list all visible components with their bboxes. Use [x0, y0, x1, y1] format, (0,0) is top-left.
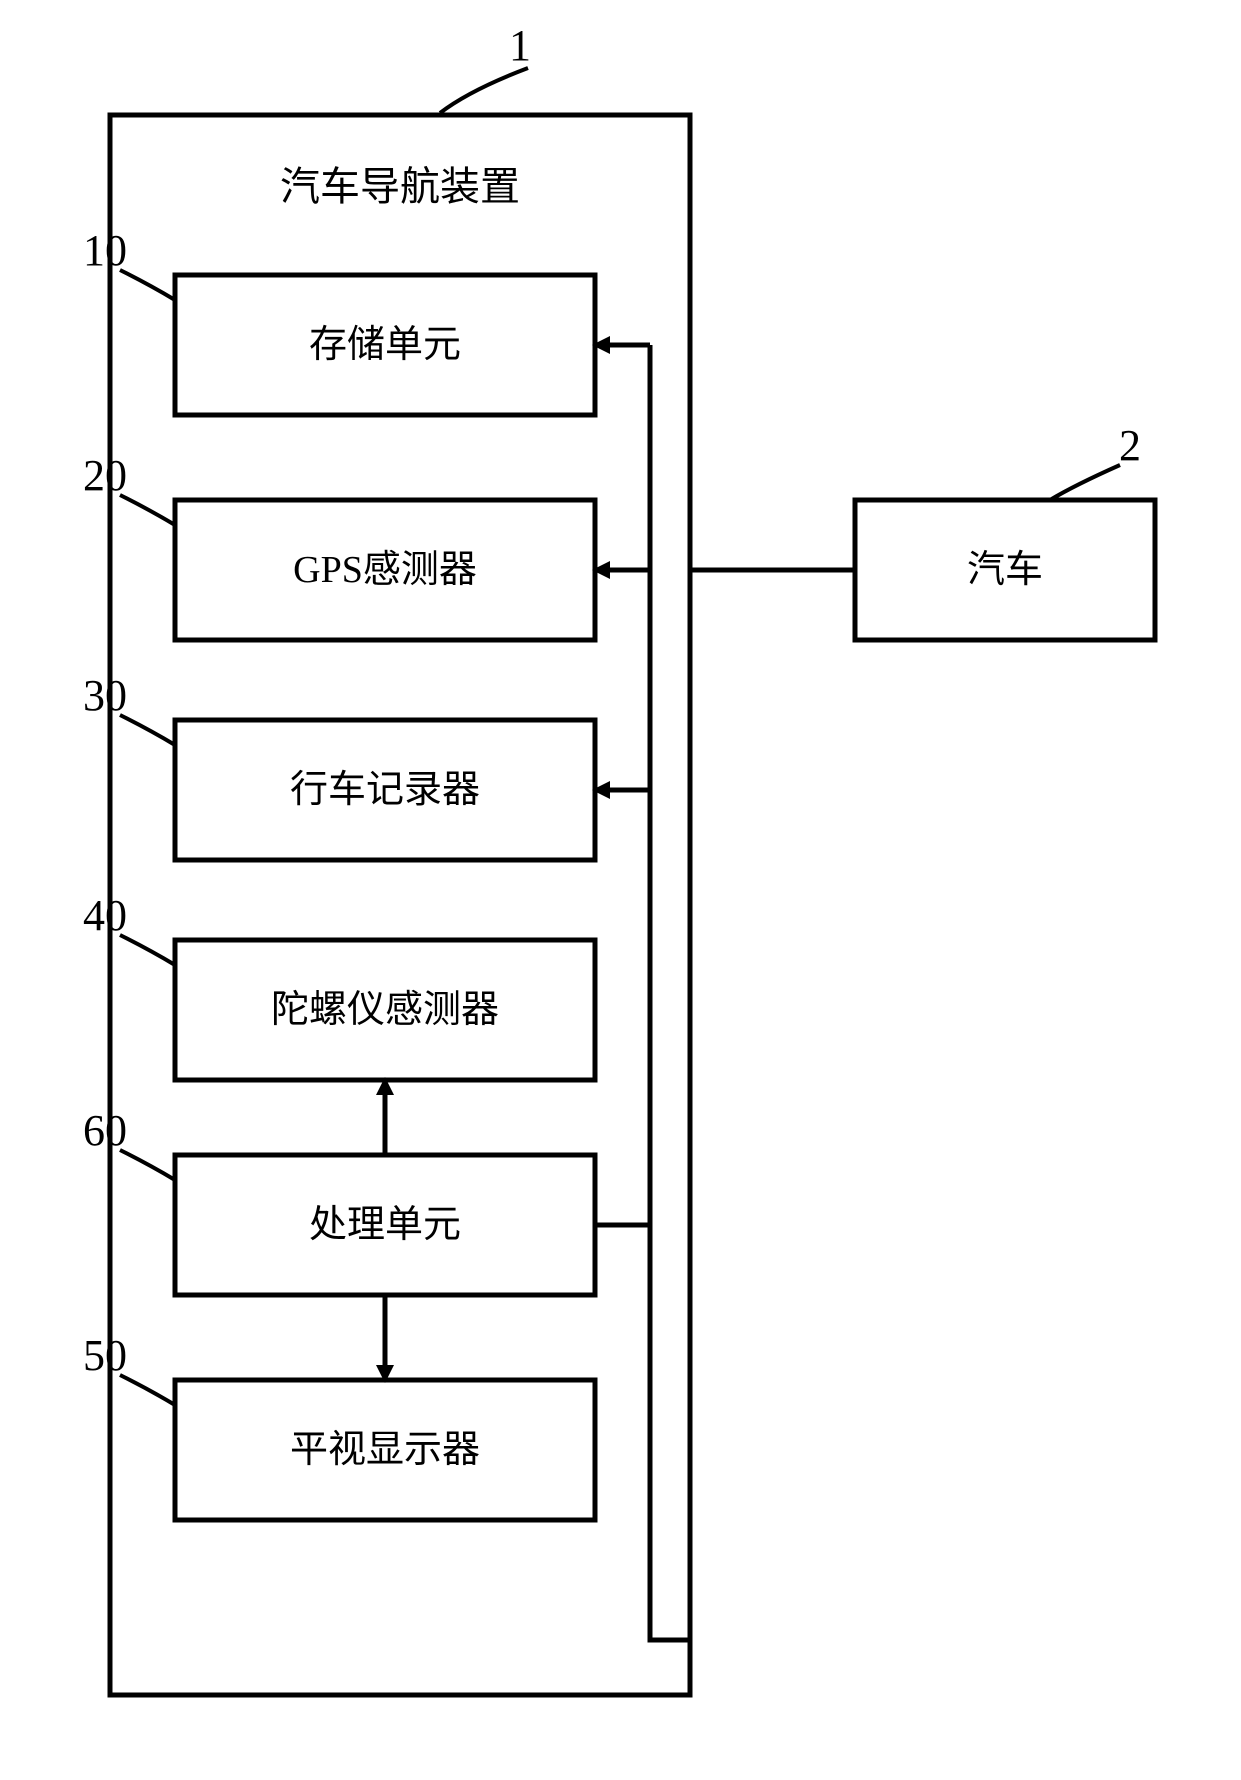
box-gyro-label: 陀螺仪感测器 — [271, 989, 499, 1031]
ref-leader-10 — [120, 270, 175, 300]
outer-ref-leader — [440, 68, 528, 113]
bus-lower — [650, 1225, 690, 1640]
box-gps-label: GPS感测器 — [293, 549, 477, 591]
car-ref: 2 — [1119, 421, 1141, 470]
outer-ref: 1 — [509, 21, 531, 70]
ref-leader-20 — [120, 495, 175, 525]
ref-leader-30 — [120, 715, 175, 745]
box-hud-label: 平视显示器 — [290, 1429, 480, 1471]
ref-50: 50 — [83, 1331, 127, 1380]
ref-leader-60 — [120, 1150, 175, 1180]
ref-30: 30 — [83, 671, 127, 720]
box-car-label: 汽车 — [967, 549, 1043, 591]
car-ref-leader — [1050, 465, 1120, 500]
box-proc-label: 处理单元 — [309, 1204, 461, 1246]
diagram-canvas: 汽车导航装置 1 存储单元 GPS感测器行车记录器陀螺仪感测器处理单元平视显示器 10 2… — [0, 0, 1241, 1780]
ref-leader-40 — [120, 935, 175, 965]
ref-60: 60 — [83, 1106, 127, 1155]
ref-leader-50 — [120, 1375, 175, 1405]
ref-10: 10 — [83, 226, 127, 275]
box-recorder-label: 行车记录器 — [290, 769, 480, 811]
outer-title: 汽车导航装置 — [280, 164, 520, 209]
box-storage-label: 存储单元 — [309, 324, 461, 366]
ref-40: 40 — [83, 891, 127, 940]
ref-20: 20 — [83, 451, 127, 500]
